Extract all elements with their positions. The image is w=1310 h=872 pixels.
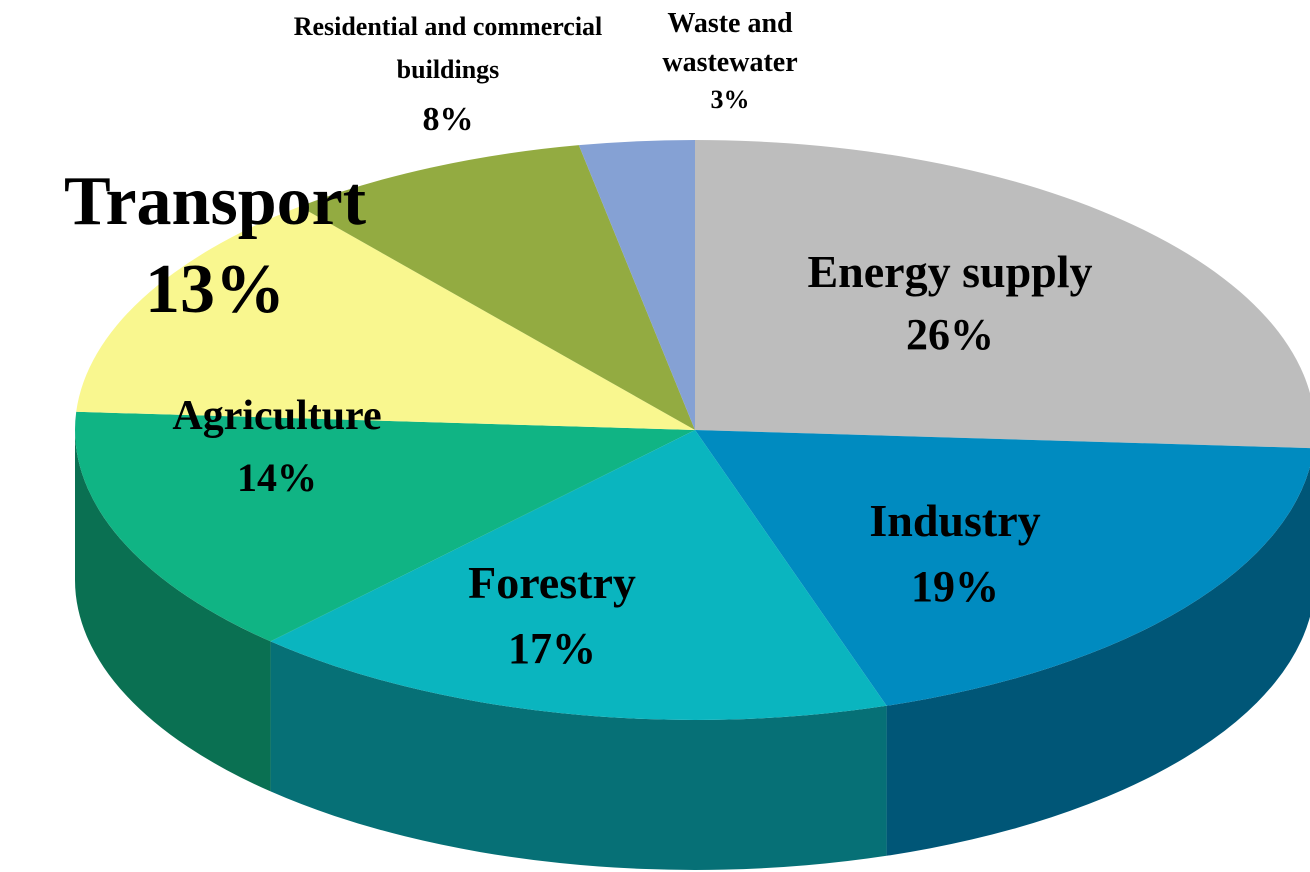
value-label: 8% [422, 100, 474, 138]
pie-side [270, 641, 887, 870]
category-label: Energy supply [807, 246, 1093, 297]
pie-slice [299, 145, 695, 430]
category-label: Forestry [468, 557, 636, 608]
pie-slice [695, 430, 1310, 706]
slice-label: Agriculture 14% [117, 385, 437, 508]
value-label: 3% [710, 85, 750, 115]
value-label: 17% [508, 623, 596, 673]
category-label: Industry [869, 495, 1041, 546]
pie-slice [74, 411, 695, 642]
pie-slice [270, 430, 887, 720]
pie-side [886, 466, 1310, 856]
value-label: 26% [906, 310, 994, 360]
value-label: 13% [145, 250, 285, 328]
category-label: Transport [63, 163, 367, 240]
slice-label: Residential and commercial buildings 8% [278, 6, 618, 148]
pie-slice [578, 140, 695, 430]
slice-label: Transport 13% [5, 158, 425, 333]
slice-label: Forestry 17% [402, 550, 702, 680]
slice-label: Industry 19% [805, 488, 1105, 618]
category-label: Waste and wastewater [662, 8, 798, 79]
pie-slice [695, 140, 1310, 449]
slice-label: Waste and wastewater 3% [630, 4, 830, 119]
pie-slice [76, 206, 695, 430]
slice-label: Energy supply 26% [740, 240, 1160, 366]
category-label: Residential and commercial buildings [293, 12, 603, 84]
value-label: 14% [237, 455, 317, 500]
value-label: 19% [911, 561, 999, 611]
category-label: Agriculture [172, 393, 382, 439]
pie-side [75, 430, 271, 792]
